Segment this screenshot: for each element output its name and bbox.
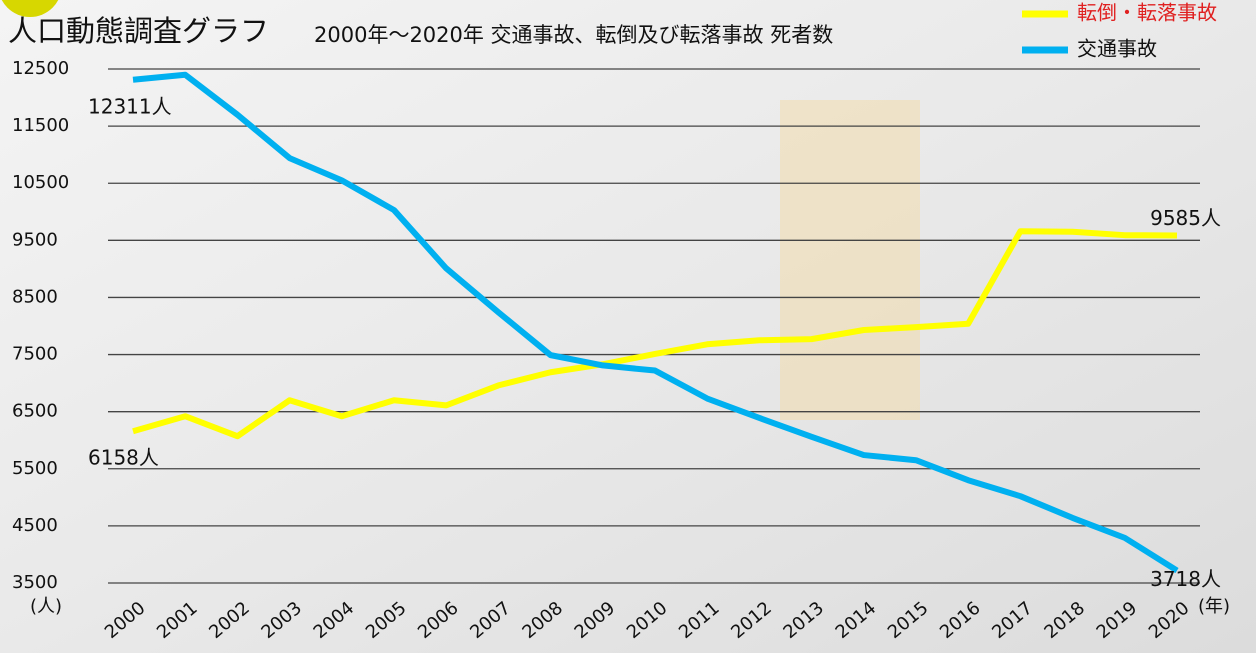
chart-subtitle: 2000年～2020年 交通事故、転倒及び転落事故 死者数 — [314, 23, 833, 47]
page: {"chart_data": {"type": "line", "title":… — [0, 0, 1256, 653]
background — [0, 0, 1256, 653]
background-sign — [780, 100, 920, 420]
y-tick-label: 8500 — [12, 286, 58, 307]
y-tick-label: 9500 — [12, 229, 58, 250]
y-tick-label: 4500 — [12, 515, 58, 536]
data-label: 6158人 — [88, 446, 159, 470]
data-label: 12311人 — [88, 94, 172, 118]
y-unit: (人) — [30, 596, 62, 617]
y-tick-label: 12500 — [12, 58, 69, 79]
y-tick-label: 3500 — [12, 572, 58, 593]
y-tick-label: 7500 — [12, 344, 58, 365]
chart-title: 人口動態調査グラフ — [8, 14, 269, 48]
legend-label: 転倒・転落事故 — [1077, 1, 1217, 25]
data-label: 3718人 — [1150, 567, 1221, 591]
data-label: 9585人 — [1150, 206, 1221, 230]
y-tick-label: 6500 — [12, 401, 58, 422]
y-tick-label: 10500 — [12, 172, 69, 193]
legend-label: 交通事故 — [1077, 37, 1157, 61]
y-tick-label: 5500 — [12, 458, 58, 479]
x-unit: (年) — [1198, 596, 1230, 617]
y-tick-label: 11500 — [12, 115, 69, 136]
chart: 人口動態調査グラフ 2000年～2020年 交通事故、転倒及び転落事故 死者数 … — [0, 0, 1256, 653]
